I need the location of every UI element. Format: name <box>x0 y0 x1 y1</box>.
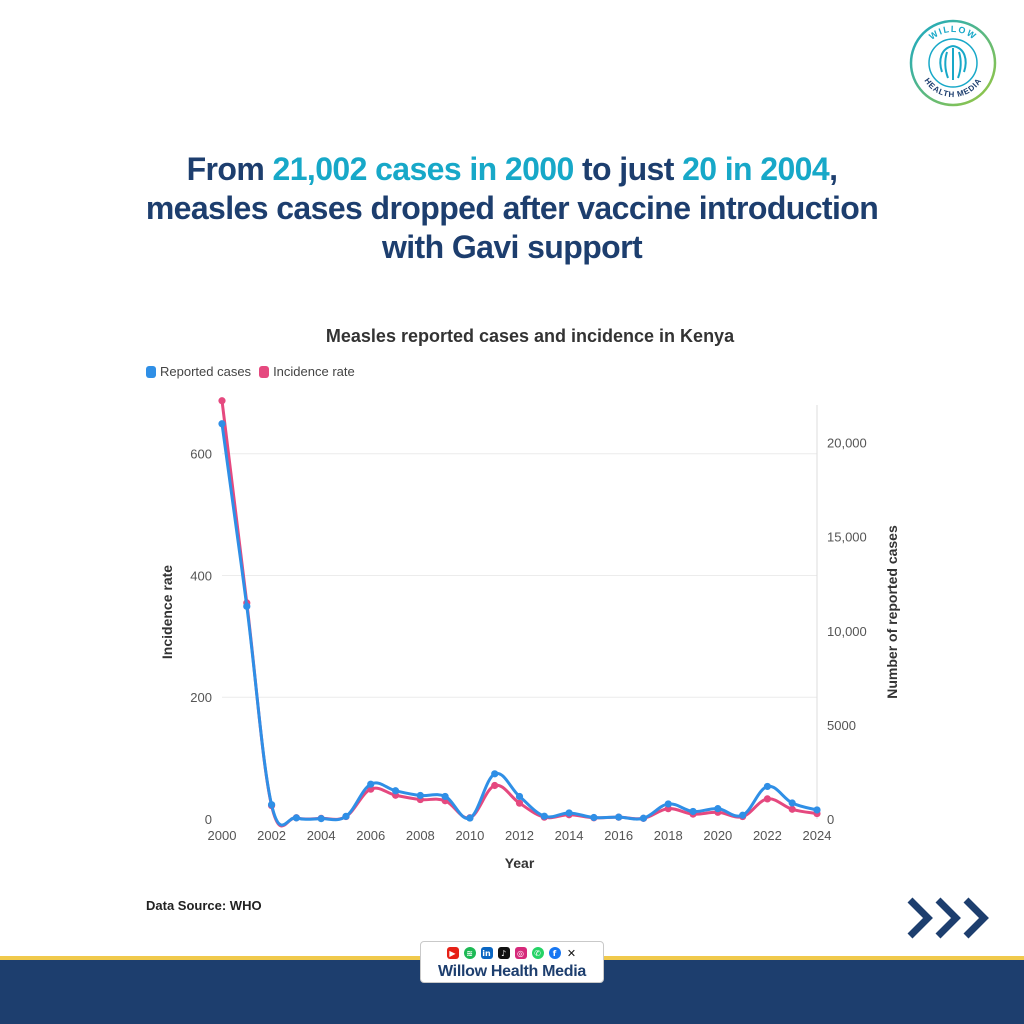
headline-part2: to just <box>573 151 683 187</box>
data-point-reported-cases <box>590 813 598 822</box>
youtube-icon[interactable]: ▶ <box>446 947 459 959</box>
next-arrows-icon[interactable] <box>904 896 994 940</box>
x-tick-label: 2010 <box>455 828 484 843</box>
x-axis-label: Year <box>505 855 535 871</box>
data-point-reported-cases <box>391 787 400 795</box>
footer-badge: ▶ ≋ in ♪ ◎ ✆ f ✕ Willow Health Media <box>420 941 604 983</box>
social-icons-row: ▶ ≋ in ♪ ◎ ✆ f ✕ <box>421 947 603 961</box>
data-point-reported-cases <box>540 812 548 820</box>
x-tick-label: 2018 <box>654 828 683 843</box>
headline-highlight-2: 20 in 2004 <box>682 151 830 187</box>
data-point-reported-cases <box>416 791 424 800</box>
data-point-reported-cases <box>565 809 573 817</box>
data-point-incidence-rate <box>763 795 772 803</box>
data-point-incidence-rate <box>515 799 524 807</box>
legend-label-reported: Reported cases <box>160 364 252 379</box>
series-line-reported-cases <box>220 423 818 827</box>
data-point-reported-cases <box>243 602 251 610</box>
x-tick-label: 2024 <box>803 828 832 843</box>
data-point-reported-cases <box>689 807 697 816</box>
headline-highlight-1: 21,002 cases in 2000 <box>272 151 575 187</box>
legend-swatch-incidence <box>259 365 270 378</box>
y-right-tick-label: 0 <box>827 812 834 827</box>
data-point-reported-cases <box>342 812 350 820</box>
y-right-tick-label: 5000 <box>827 718 856 733</box>
x-tick-label: 2012 <box>505 828 534 843</box>
x-tick-label: 2002 <box>257 828 286 843</box>
data-point-incidence-rate <box>788 805 796 813</box>
data-source: Data Source: WHO <box>146 898 262 913</box>
chart-legend: Reported cases Incidence rate <box>146 364 355 379</box>
data-point-reported-cases <box>267 801 276 809</box>
headline-part1: From <box>186 151 273 187</box>
x-tick-label: 2006 <box>356 828 385 843</box>
data-point-reported-cases <box>788 799 796 807</box>
willow-health-media-logo: WILLOW HEALTH MEDIA <box>908 18 998 108</box>
x-tick-label: 2020 <box>703 828 732 843</box>
headline: From 21,002 cases in 2000 to just 20 in … <box>100 150 924 267</box>
footer-brand: Willow Health Media <box>438 963 586 980</box>
y-axis-right-label: Number of reported cases <box>884 525 900 699</box>
x-tick-label: 2014 <box>555 828 584 843</box>
y-axis-left-label: Incidence rate <box>159 565 175 659</box>
x-tick-label: 2000 <box>208 828 237 843</box>
headline-part3: , <box>829 151 838 187</box>
spotify-icon[interactable]: ≋ <box>463 947 476 959</box>
chart-title: Measles reported cases and incidence in … <box>325 326 735 346</box>
legend-item-reported[interactable]: Reported cases <box>146 364 251 379</box>
data-point-reported-cases <box>763 782 772 791</box>
data-point-reported-cases <box>515 792 524 801</box>
headline-line3: with Gavi support <box>381 229 643 265</box>
data-point-reported-cases <box>491 770 499 778</box>
y-right-tick-label: 10,000 <box>827 624 867 639</box>
data-point-reported-cases <box>466 814 474 822</box>
legend-swatch-reported <box>146 365 156 378</box>
tiktok-icon[interactable]: ♪ <box>497 947 510 959</box>
y-right-tick-label: 20,000 <box>827 436 867 451</box>
data-point-reported-cases <box>813 806 821 814</box>
data-point-reported-cases <box>218 420 226 428</box>
data-point-reported-cases <box>639 814 648 822</box>
headline-line2: measles cases dropped after vaccine intr… <box>145 190 879 226</box>
linkedin-icon[interactable]: in <box>480 947 493 959</box>
x-icon[interactable]: ✕ <box>565 946 578 960</box>
y-left-tick-label: 0 <box>205 812 212 827</box>
data-point-reported-cases <box>739 811 747 819</box>
data-point-reported-cases <box>292 814 300 822</box>
series-line-incidence-rate <box>220 400 818 828</box>
x-tick-label: 2008 <box>406 828 435 843</box>
whatsapp-icon[interactable]: ✆ <box>531 947 544 959</box>
data-point-incidence-rate <box>491 781 499 790</box>
y-left-tick-label: 200 <box>190 690 212 705</box>
x-tick-label: 2016 <box>604 828 633 843</box>
instagram-icon[interactable]: ◎ <box>514 947 527 959</box>
legend-item-incidence[interactable]: Incidence rate <box>259 364 355 379</box>
data-point-reported-cases <box>664 800 672 808</box>
facebook-icon[interactable]: f <box>548 947 561 959</box>
data-point-reported-cases <box>317 815 325 823</box>
data-point-reported-cases <box>615 813 623 821</box>
x-tick-label: 2022 <box>753 828 782 843</box>
x-tick-label: 2004 <box>307 828 336 843</box>
y-left-tick-label: 600 <box>190 447 212 462</box>
data-point-reported-cases <box>367 780 375 788</box>
y-left-tick-label: 400 <box>190 568 212 583</box>
data-point-incidence-rate <box>218 397 226 405</box>
y-right-tick-label: 15,000 <box>827 530 867 545</box>
data-point-reported-cases <box>441 792 449 801</box>
legend-label-incidence: Incidence rate <box>273 364 355 379</box>
data-point-reported-cases <box>714 805 722 813</box>
